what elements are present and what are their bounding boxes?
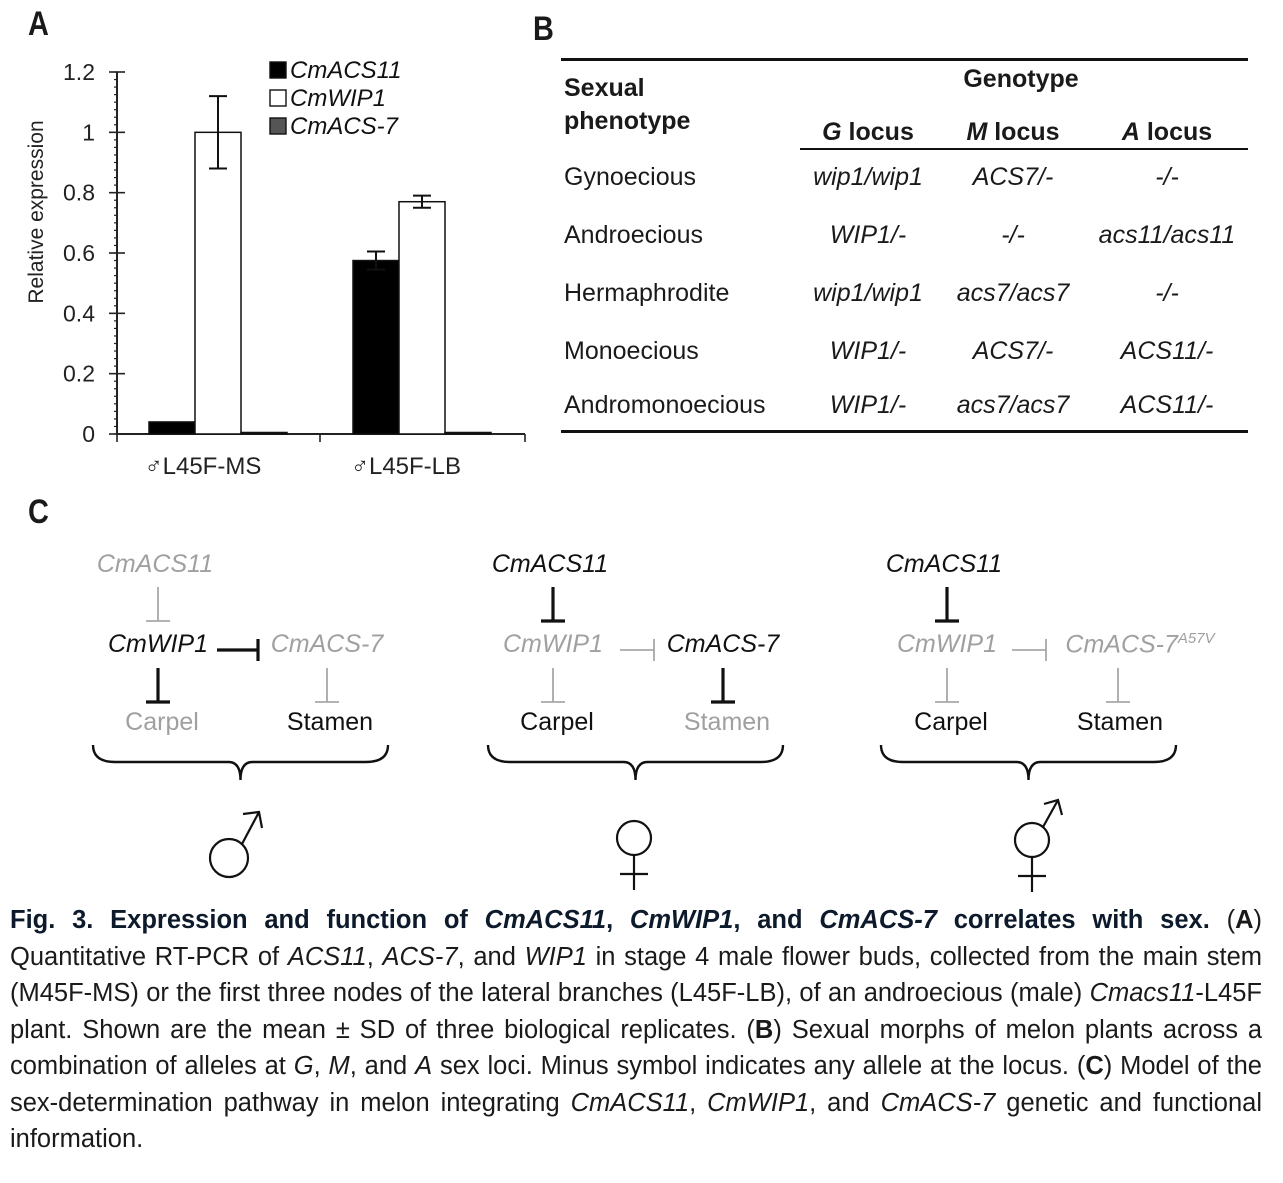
gene-cmwip1: CmWIP1 xyxy=(503,630,603,658)
table-bottom-rule xyxy=(561,430,1248,433)
m-locus-cell: -/- xyxy=(1001,221,1025,249)
g-locus-text: locus xyxy=(841,118,914,146)
pathway-model-diagram: ♂ ♀ ⚥ xyxy=(91,587,1178,892)
legend-label: CmACS-7 xyxy=(290,113,400,140)
phenotype-cell: Androecious xyxy=(564,221,703,249)
panel-label-b: B xyxy=(533,10,554,48)
gene-cmacs7: CmACS-7A57V xyxy=(1065,630,1215,659)
g-locus-cell: WIP1/- xyxy=(829,391,907,419)
panel-label-c: C xyxy=(28,493,49,531)
caption-title-text: Fig. 3. Expression and function of CmACS… xyxy=(10,906,1210,934)
legend-swatch xyxy=(269,61,287,79)
gene-cmacs7: CmACS-7 xyxy=(666,630,780,658)
y-tick-label: 0.8 xyxy=(63,180,95,206)
allele-superscript: A57V xyxy=(1177,630,1215,647)
organ-carpel: Carpel xyxy=(125,708,199,736)
figure-caption: Fig. 3. Expression and function of CmACS… xyxy=(10,906,1263,1153)
caption-label-c: C xyxy=(1085,1052,1104,1080)
error-bar xyxy=(209,95,227,170)
m-locus-cell: acs7/acs7 xyxy=(956,279,1070,307)
gene-cmacs7: CmACS-7 xyxy=(270,630,384,658)
gene-cmacs11: CmACS11 xyxy=(885,550,1003,578)
y-axis-label: Relative expression xyxy=(25,120,48,303)
bar-cmacs11-1 xyxy=(148,421,196,435)
caption-text-b: Sexual morphs of melon plants across a c… xyxy=(10,1015,1263,1081)
bar-cmwip1-2 xyxy=(398,200,446,435)
gene-cmacs11: CmACS11 xyxy=(491,550,609,578)
organ-carpel: Carpel xyxy=(914,708,988,736)
organ-stamen: Stamen xyxy=(683,708,771,736)
g-locus-letter: G xyxy=(822,118,842,146)
legend-label: CmACS11 xyxy=(290,57,402,84)
a-locus-cell: ACS11/- xyxy=(1120,337,1214,365)
bar-cmacs-7-1 xyxy=(240,431,288,435)
sex-symbol-2: ♀ xyxy=(615,819,653,890)
m-locus-cell: acs7/acs7 xyxy=(956,391,1070,419)
m-locus-cell: ACS7/- xyxy=(972,337,1054,365)
expression-bar-chart: Relative expression 0 0.2 0.4 0.6 0.8 1 1.2 ♂L4… xyxy=(25,57,526,480)
gene-cmacs11: CmACS11 xyxy=(96,550,214,578)
header-sexual: Sexual xyxy=(564,74,645,102)
caption-text-a: Quantitative RT-PCR of ACS11, ACS-7, and… xyxy=(10,942,1262,1044)
a-locus-cell: ACS11/- xyxy=(1120,391,1214,419)
bar-cmacs-7-2 xyxy=(444,431,492,435)
y-tick-label: 1 xyxy=(82,119,95,145)
legend-swatch xyxy=(269,117,287,135)
header-genotype: Genotype xyxy=(963,65,1079,93)
x-category-label: ♂L45F-MS xyxy=(145,453,262,480)
g-locus-cell: wip1/wip1 xyxy=(813,279,923,307)
phenotype-cell: Monoecious xyxy=(564,337,699,365)
header-phenotype: phenotype xyxy=(564,107,691,135)
gene-cmwip1: CmWIP1 xyxy=(897,630,997,658)
y-tick-label: 1.2 xyxy=(63,59,95,85)
a-locus-cell: acs11/acs11 xyxy=(1098,221,1236,249)
g-locus-cell: WIP1/- xyxy=(829,337,907,365)
organ-stamen: Stamen xyxy=(286,708,374,736)
y-tick-label: 0.6 xyxy=(63,240,95,266)
g-locus-cell: WIP1/- xyxy=(829,221,907,249)
header-a-locus: A locus xyxy=(1121,118,1213,146)
organ-stamen: Stamen xyxy=(1076,708,1164,736)
phenotype-cell: Hermaphrodite xyxy=(564,279,730,307)
sex-symbol-1: ♂ xyxy=(208,810,264,879)
y-tick-label: 0.2 xyxy=(63,361,95,387)
x-category-label: ♂L45F-LB xyxy=(351,453,461,480)
grouping-brace xyxy=(879,744,1178,781)
bar-cmwip1-1 xyxy=(194,131,242,435)
m-locus-cell: ACS7/- xyxy=(972,163,1054,191)
bar-cmacs11-2 xyxy=(352,259,400,435)
grouping-brace xyxy=(91,744,390,781)
grouping-brace xyxy=(486,744,785,781)
organ-carpel: Carpel xyxy=(520,708,594,736)
legend-swatch xyxy=(269,89,287,107)
sex-symbol-3: ⚥ xyxy=(1013,798,1064,892)
caption-label-b: B xyxy=(754,1015,774,1044)
header-g-locus: G locus xyxy=(822,118,914,147)
legend-label: CmWIP1 xyxy=(290,85,386,112)
error-bar xyxy=(413,194,431,209)
table-top-rule xyxy=(561,58,1248,61)
a-locus-cell: -/- xyxy=(1155,163,1179,191)
header-m-locus: M locus xyxy=(966,118,1060,146)
gene-cmwip1: CmWIP1 xyxy=(108,630,208,658)
genotype-subrule xyxy=(800,148,1248,150)
panel-label-a: A xyxy=(28,5,49,43)
caption-label-a: A xyxy=(1235,906,1254,934)
error-bar xyxy=(367,250,385,271)
y-tick-label: 0 xyxy=(82,421,95,447)
phenotype-cell: Andromonoecious xyxy=(564,391,766,419)
phenotype-cell: Gynoecious xyxy=(564,163,697,191)
g-locus-cell: wip1/wip1 xyxy=(813,163,923,191)
caption-text-c: Model of the sex-determination pathway i… xyxy=(10,1052,1263,1153)
a-locus-cell: -/- xyxy=(1155,279,1179,307)
caption-title: Fig. 3. Expression and function of CmACS… xyxy=(10,906,1227,934)
y-tick-label: 0.4 xyxy=(63,300,95,326)
